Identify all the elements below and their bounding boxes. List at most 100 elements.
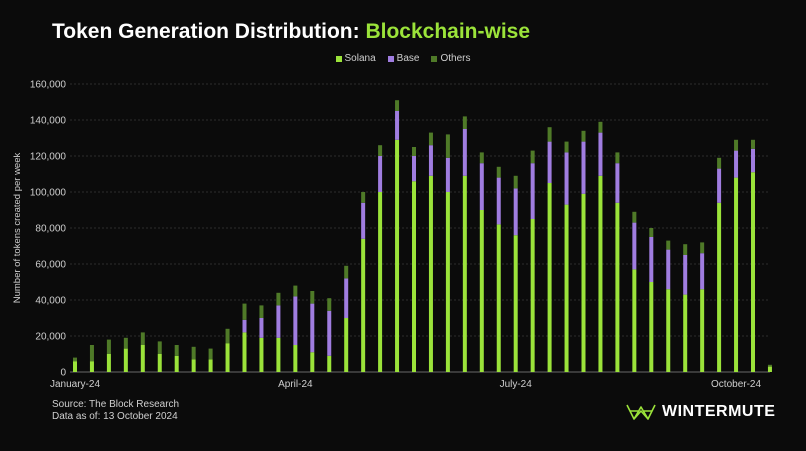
bar-solana (513, 235, 518, 372)
bar-others (428, 132, 433, 146)
bar-solana (327, 355, 332, 372)
bar-base (632, 222, 637, 270)
bar-solana (462, 175, 467, 372)
legend-swatch-others (431, 55, 438, 62)
bar-others (445, 134, 450, 158)
bar-base (649, 237, 654, 282)
bar-solana (174, 355, 179, 372)
bar-solana (547, 183, 552, 372)
bar-solana (225, 343, 230, 372)
bar-others (157, 341, 162, 354)
y-tick-label: 60,000 (35, 260, 66, 271)
bar-others (293, 285, 298, 297)
bar-others (89, 345, 94, 362)
bar-base (700, 253, 705, 290)
bar-base (734, 150, 739, 178)
bar-solana (73, 361, 77, 372)
legend-item-others: Others (431, 53, 470, 64)
bar-solana (615, 202, 620, 372)
bar-base (683, 255, 688, 295)
bar-solana (734, 177, 739, 372)
legend-swatch-base (387, 55, 394, 62)
data-date-note: Data as of: 13 October 2024 (52, 411, 178, 422)
bar-base (242, 319, 247, 333)
bar-others (225, 328, 230, 344)
bar-base (412, 156, 416, 182)
bar-base (344, 278, 349, 318)
bar-base (361, 202, 366, 239)
bar-others (615, 152, 620, 164)
bar-solana (649, 282, 654, 372)
bar-solana (242, 332, 247, 372)
bar-base (293, 296, 298, 345)
bar-base (513, 188, 518, 236)
chart-title-main: Token Generation Distribution: (52, 20, 360, 43)
bar-base (428, 145, 433, 176)
bar-base (581, 141, 586, 194)
y-axis-label: Number of tokens created per week (12, 153, 23, 304)
bar-solana (564, 204, 569, 372)
bar-others (598, 121, 603, 133)
bar-solana (293, 345, 298, 372)
x-tick-label: January-24 (50, 379, 100, 390)
bar-solana (276, 337, 281, 372)
bar-others (123, 337, 128, 349)
chart-footer: Source: The Block Research Data as of: 1… (52, 399, 179, 423)
bar-solana (157, 354, 162, 372)
bar-base (751, 148, 755, 173)
bar-solana (191, 359, 196, 372)
bar-solana (496, 224, 501, 372)
bar-solana (106, 354, 111, 372)
y-tick-label: 140,000 (30, 116, 67, 127)
bar-base (462, 129, 467, 176)
bar-base (598, 132, 603, 176)
bar-others (412, 147, 416, 156)
bar-solana (395, 139, 400, 372)
bar-others (683, 244, 688, 255)
bar-base (564, 152, 569, 205)
chart-title-highlight: Blockchain-wise (365, 20, 531, 43)
bar-base (378, 156, 383, 192)
y-tick-label: 80,000 (35, 224, 66, 235)
bar-others (140, 332, 145, 345)
bar-base (310, 303, 315, 353)
bar-others (310, 291, 315, 304)
bar-others (395, 100, 400, 111)
bar-others (191, 346, 196, 360)
bar-solana (700, 289, 705, 372)
legend-swatch-solana (335, 55, 342, 62)
bar-others (530, 150, 535, 164)
bar-others (344, 265, 349, 279)
bar-others (632, 211, 637, 223)
bar-others (106, 339, 111, 354)
legend-label-others: Others (440, 53, 471, 64)
bar-solana (530, 219, 535, 372)
bar-others (513, 175, 518, 189)
bar-others (174, 345, 179, 356)
bar-solana (140, 345, 145, 372)
bar-others (751, 139, 755, 149)
wintermute-logo-icon (626, 404, 656, 420)
bar-others (666, 240, 671, 250)
bar-solana (683, 294, 688, 372)
bar-base (615, 163, 620, 203)
bar-base (666, 249, 671, 290)
y-tick-label: 100,000 (30, 188, 67, 199)
bar-solana (123, 348, 128, 372)
bar-others (327, 298, 332, 311)
bar-base (479, 163, 484, 210)
bar-others (547, 127, 552, 142)
bar-others (734, 139, 739, 151)
bar-solana (361, 238, 366, 372)
bar-others (649, 228, 654, 237)
bar-others (378, 145, 383, 156)
bar-others (564, 141, 569, 153)
bar-base (445, 157, 450, 192)
bar-solana (344, 318, 349, 372)
bar-solana (598, 175, 603, 372)
bar-solana (751, 172, 755, 372)
bar-others (259, 305, 264, 318)
bar-others (242, 303, 247, 320)
bar-solana (89, 361, 94, 372)
